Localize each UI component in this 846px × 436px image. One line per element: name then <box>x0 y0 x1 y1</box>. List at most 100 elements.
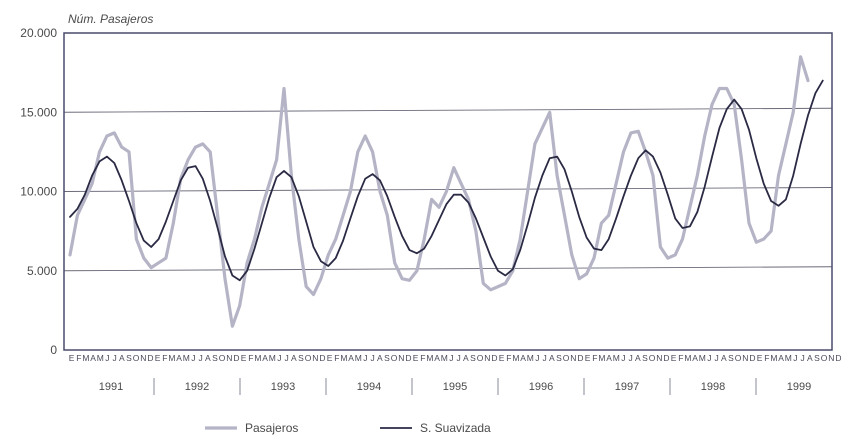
month-tick-label: A <box>377 353 383 363</box>
month-tick-label: S <box>814 353 820 363</box>
month-tick-label: J <box>112 353 116 363</box>
month-tick-label: E <box>69 353 75 363</box>
y-tick-label: 0 <box>50 343 57 357</box>
month-tick-label: D <box>835 353 841 363</box>
month-tick-label: N <box>570 353 576 363</box>
month-tick-label: O <box>305 353 312 363</box>
month-tick-label: E <box>757 353 763 363</box>
month-tick-label: J <box>449 353 453 363</box>
month-tick-label: J <box>363 353 367 363</box>
month-tick-label: M <box>168 353 175 363</box>
month-tick-label: J <box>284 353 288 363</box>
month-tick-label: A <box>807 353 813 363</box>
month-tick-label: A <box>692 353 698 363</box>
month-tick-label: F <box>248 353 253 363</box>
month-tick-label: F <box>592 353 597 363</box>
month-tick-label: M <box>355 353 362 363</box>
month-tick-label: M <box>97 353 104 363</box>
year-label: 1992 <box>185 381 209 393</box>
month-tick-label: N <box>312 353 318 363</box>
month-tick-label: F <box>162 353 167 363</box>
month-tick-label: E <box>155 353 161 363</box>
grid-line <box>63 266 833 272</box>
month-tick-label: O <box>563 353 570 363</box>
y-tick-label: 15.000 <box>20 105 57 119</box>
y-tick-label: 20.000 <box>20 26 57 40</box>
month-tick-label: J <box>535 353 539 363</box>
month-tick-label: E <box>499 353 505 363</box>
month-tick-label: D <box>491 353 497 363</box>
month-tick-label: D <box>663 353 669 363</box>
month-tick-label: M <box>785 353 792 363</box>
month-tick-label: J <box>277 353 281 363</box>
month-tick-label: M <box>613 353 620 363</box>
month-tick-label: O <box>477 353 484 363</box>
month-tick-label: J <box>628 353 632 363</box>
month-tick-label: N <box>140 353 146 363</box>
month-tick-label: N <box>484 353 490 363</box>
month-tick-label: J <box>198 353 202 363</box>
month-tick-label: O <box>735 353 742 363</box>
month-tick-label: M <box>441 353 448 363</box>
month-tick-label: F <box>334 353 339 363</box>
month-tick-label: A <box>549 353 555 363</box>
month-tick-label: M <box>598 353 605 363</box>
y-tick-label: 10.000 <box>20 185 57 199</box>
month-tick-label: A <box>434 353 440 363</box>
year-label: 1991 <box>99 381 123 393</box>
y-axis-ticks: 0 5.000 10.000 15.000 20.000 <box>20 26 57 357</box>
month-tick-label: J <box>191 353 195 363</box>
month-tick-label: M <box>527 353 534 363</box>
month-tick-label: E <box>671 353 677 363</box>
month-tick-label: F <box>764 353 769 363</box>
month-tick-label: J <box>800 353 804 363</box>
month-tick-label: J <box>707 353 711 363</box>
month-tick-label: S <box>384 353 390 363</box>
month-tick-label: O <box>821 353 828 363</box>
month-tick-label: J <box>105 353 109 363</box>
month-tick-label: S <box>470 353 476 363</box>
month-tick-label: E <box>413 353 419 363</box>
grid-line <box>63 107 833 113</box>
year-label: 1999 <box>787 381 811 393</box>
month-tick-label: O <box>133 353 140 363</box>
month-tick-label: S <box>212 353 218 363</box>
series-line-suavizada <box>69 79 824 282</box>
month-tick-label: N <box>226 353 232 363</box>
month-tick-label: D <box>405 353 411 363</box>
month-tick-label: A <box>205 353 211 363</box>
month-tick-label: S <box>298 353 304 363</box>
month-tick-label: M <box>684 353 691 363</box>
y-tick-label: 5.000 <box>27 264 57 278</box>
month-tick-label: A <box>90 353 96 363</box>
month-tick-label: A <box>778 353 784 363</box>
month-tick-label: M <box>254 353 261 363</box>
month-tick-label: M <box>699 353 706 363</box>
month-tick-label: A <box>348 353 354 363</box>
month-tick-label: J <box>370 353 374 363</box>
month-tick-label: M <box>269 353 276 363</box>
month-tick-label: F <box>678 353 683 363</box>
series-line-pasajeros <box>68 55 810 328</box>
month-tick-label: A <box>721 353 727 363</box>
month-tick-label: M <box>340 353 347 363</box>
month-tick-label: D <box>319 353 325 363</box>
month-tick-label: E <box>241 353 247 363</box>
year-label: 1993 <box>271 381 295 393</box>
year-label: 1995 <box>443 381 467 393</box>
legend-label: S. Suavizada <box>420 421 491 435</box>
month-tick-label: A <box>463 353 469 363</box>
month-tick-label: M <box>183 353 190 363</box>
month-tick-label: O <box>219 353 226 363</box>
month-tick-label: J <box>714 353 718 363</box>
month-tick-label: D <box>233 353 239 363</box>
month-tick-label: N <box>398 353 404 363</box>
month-tick-label: M <box>770 353 777 363</box>
month-tick-label: O <box>391 353 398 363</box>
month-tick-label: F <box>76 353 81 363</box>
month-tick-label: N <box>828 353 834 363</box>
month-tick-label: D <box>749 353 755 363</box>
legend-label: Pasajeros <box>245 421 298 435</box>
month-tick-label: F <box>506 353 511 363</box>
